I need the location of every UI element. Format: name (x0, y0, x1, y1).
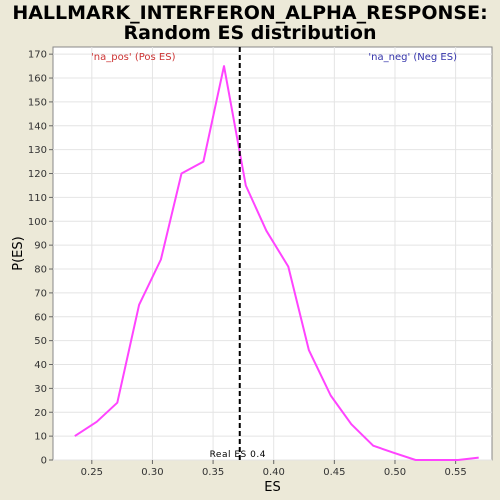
y-tick-label: 20 (34, 408, 47, 419)
y-tick-label: 30 (34, 384, 47, 395)
y-tick-label: 140 (28, 121, 47, 132)
y-tick-label: 100 (28, 217, 47, 228)
y-tick-label: 80 (34, 265, 47, 276)
x-tick-label: 0.35 (202, 467, 224, 478)
axes: 0 10 20 30 40 50 60 70 80 90 100 110 120 130 140 150 160… (28, 50, 467, 478)
x-tick-label: 0.25 (81, 467, 103, 478)
y-tick-label: 50 (34, 336, 47, 347)
series-layer (74, 65, 479, 461)
y-tick-label: 70 (34, 288, 47, 299)
y-tick-label: 60 (34, 312, 47, 323)
y-tick-label: 90 (34, 241, 47, 252)
y-axis-label: P(ES) (11, 236, 26, 270)
chart-title-line1: HALLMARK_INTERFERON_ALPHA_RESPONSE: (12, 2, 488, 24)
y-tick-label: 150 (28, 97, 47, 108)
y-tick-label: 130 (28, 145, 47, 156)
y-tick-label: 170 (28, 50, 47, 61)
y-tick-label: 120 (28, 169, 47, 180)
x-tick-label: 0.30 (141, 467, 163, 478)
y-tick-label: 110 (28, 193, 47, 204)
legend-entry: 'na_pos' (Pos ES) (91, 52, 176, 63)
x-tick-label: 0.40 (263, 467, 285, 478)
legend-entry: 'na_neg' (Neg ES) (368, 52, 457, 63)
y-tick-label: 0 (41, 456, 47, 467)
plot-area (52, 46, 493, 461)
real-es-label: Real ES 0.4 (210, 450, 266, 460)
grid (53, 47, 492, 461)
x-tick-label: 0.50 (384, 467, 406, 478)
x-tick-label: 0.45 (323, 467, 345, 478)
y-tick-label: 40 (34, 360, 47, 371)
x-axis-label: ES (264, 480, 280, 495)
y-tick-label: 160 (28, 74, 47, 85)
series-line (74, 65, 479, 461)
chart-title-line2: Random ES distribution (123, 22, 377, 44)
y-tick-label: 10 (34, 432, 47, 443)
real-es-layer: Real ES 0.4 (210, 47, 266, 460)
x-tick-label: 0.55 (444, 467, 466, 478)
legend: 'na_pos' (Pos ES) 'na_neg' (Neg ES) (91, 52, 457, 63)
